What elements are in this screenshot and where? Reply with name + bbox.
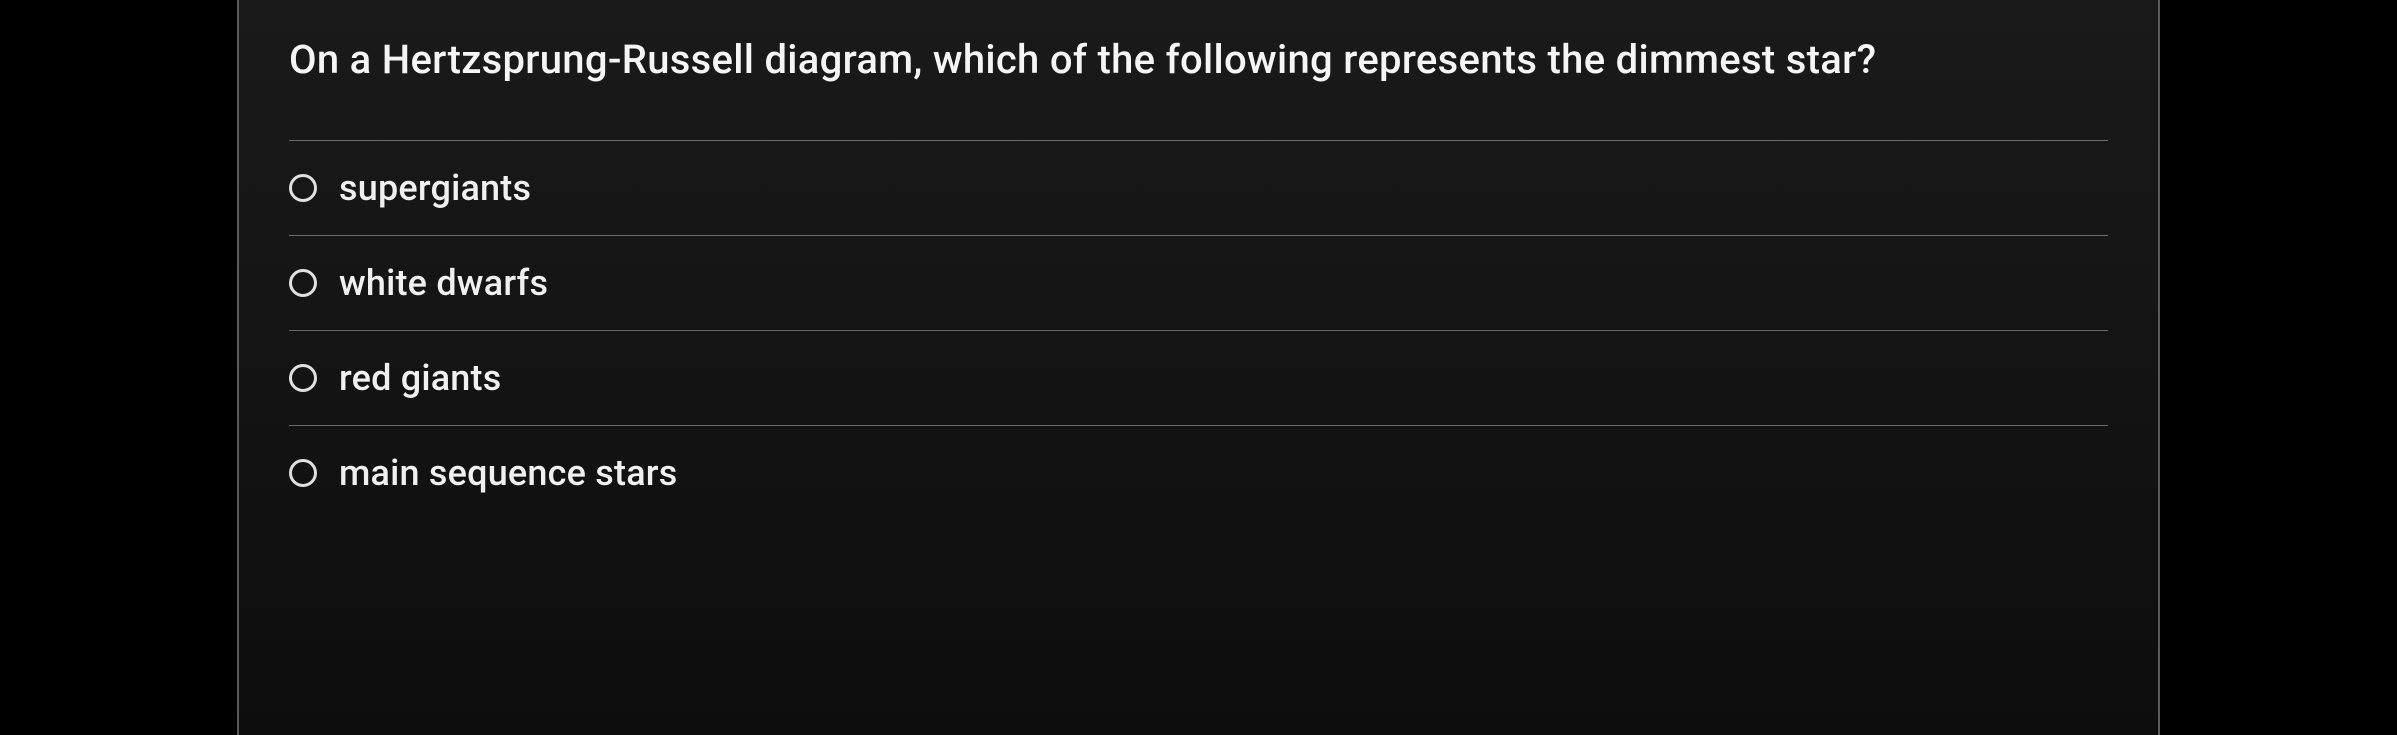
option-label: red giants [339, 357, 501, 399]
option-label: supergiants [339, 167, 531, 209]
radio-icon [289, 269, 317, 297]
option-row-supergiants[interactable]: supergiants [289, 140, 2108, 235]
options-list: supergiants white dwarfs red giants main… [289, 140, 2108, 520]
radio-icon [289, 174, 317, 202]
option-label: white dwarfs [339, 262, 548, 304]
option-label: main sequence stars [339, 452, 677, 494]
option-row-red-giants[interactable]: red giants [289, 330, 2108, 425]
question-text: On a Hertzsprung-Russell diagram, which … [289, 30, 2108, 90]
quiz-panel: On a Hertzsprung-Russell diagram, which … [237, 0, 2160, 735]
option-row-main-sequence[interactable]: main sequence stars [289, 425, 2108, 520]
option-row-white-dwarfs[interactable]: white dwarfs [289, 235, 2108, 330]
radio-icon [289, 364, 317, 392]
radio-icon [289, 459, 317, 487]
